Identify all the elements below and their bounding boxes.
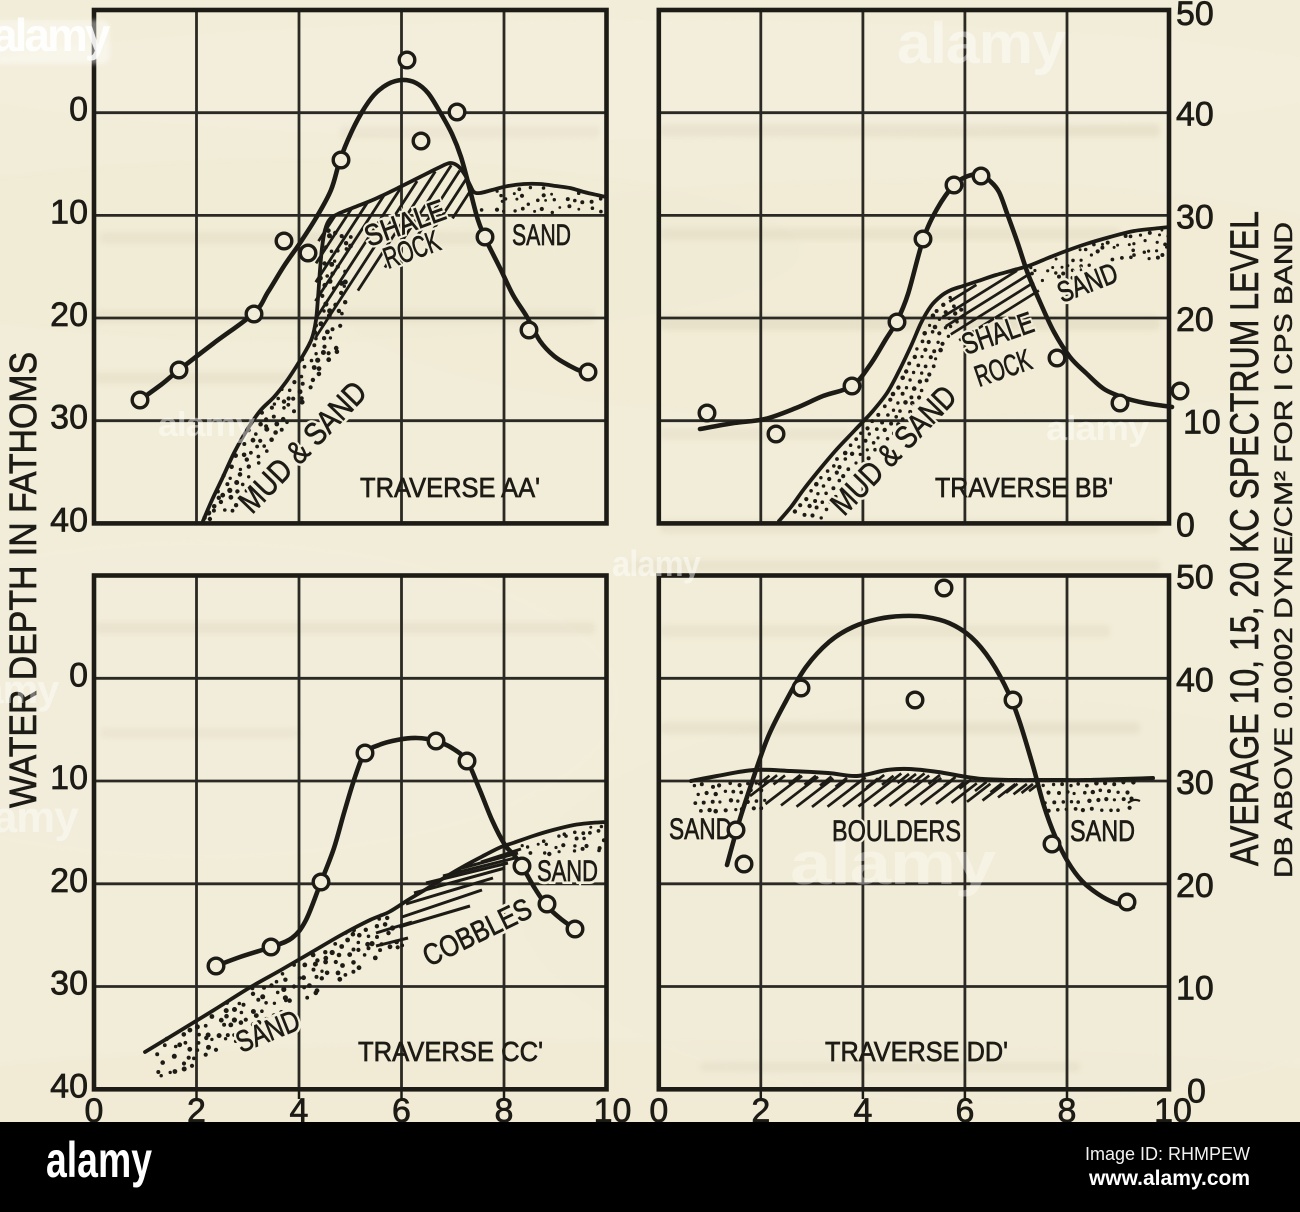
svg-text:SAND: SAND <box>512 219 571 252</box>
svg-text:8: 8 <box>495 1092 514 1130</box>
svg-text:0: 0 <box>85 1092 104 1130</box>
svg-text:20: 20 <box>1176 867 1214 905</box>
svg-text:Image ID: RHMPEW: Image ID: RHMPEW <box>1085 1144 1250 1164</box>
svg-text:TRAVERSE AA': TRAVERSE AA' <box>360 472 540 503</box>
svg-text:SAND: SAND <box>669 813 732 846</box>
svg-text:40: 40 <box>50 501 88 539</box>
svg-text:BOULDERS: BOULDERS <box>832 815 961 848</box>
svg-text:30: 30 <box>50 965 88 1003</box>
svg-text:10: 10 <box>50 193 88 231</box>
svg-text:30: 30 <box>1176 764 1214 802</box>
svg-text:SAND: SAND <box>1070 815 1135 848</box>
svg-text:alamy: alamy <box>0 9 111 61</box>
svg-text:0: 0 <box>69 656 88 694</box>
svg-text:20: 20 <box>1176 301 1214 339</box>
svg-text:alamy: alamy <box>612 543 701 584</box>
svg-text:6: 6 <box>955 1092 974 1130</box>
svg-text:alamy: alamy <box>790 830 997 897</box>
svg-text:alamy: alamy <box>0 668 60 712</box>
svg-text:40: 40 <box>1176 661 1214 699</box>
svg-text:0: 0 <box>1187 1072 1206 1110</box>
svg-text:4: 4 <box>853 1092 872 1130</box>
svg-text:4: 4 <box>290 1092 309 1130</box>
svg-text:alamy: alamy <box>158 406 255 444</box>
svg-text:TRAVERSE DD': TRAVERSE DD' <box>825 1036 1008 1067</box>
svg-text:10: 10 <box>1183 404 1221 442</box>
svg-text:40: 40 <box>1176 96 1214 134</box>
svg-text:2: 2 <box>187 1092 206 1130</box>
svg-text:SAND: SAND <box>537 855 598 888</box>
svg-text:30: 30 <box>50 399 88 437</box>
svg-text:SAND: SAND <box>1070 815 1135 848</box>
svg-text:50: 50 <box>1176 0 1214 33</box>
svg-text:10: 10 <box>50 759 88 797</box>
svg-text:20: 20 <box>50 862 88 900</box>
svg-text:20: 20 <box>50 296 88 334</box>
svg-text:30: 30 <box>1176 198 1214 236</box>
svg-text:2: 2 <box>751 1092 770 1130</box>
svg-text:TRAVERSE BB': TRAVERSE BB' <box>935 472 1113 503</box>
svg-text:alamy: alamy <box>46 1132 152 1188</box>
svg-text:DB ABOVE 0.0002 DYNE/CM² FOR I: DB ABOVE 0.0002 DYNE/CM² FOR I CPS BAND <box>1270 222 1298 878</box>
svg-text:10: 10 <box>1176 970 1214 1008</box>
svg-text:0: 0 <box>1176 506 1195 544</box>
svg-text:8: 8 <box>1058 1092 1077 1130</box>
svg-text:www.alamy.com: www.alamy.com <box>1088 1167 1250 1190</box>
svg-text:SAND: SAND <box>669 813 732 846</box>
svg-text:alamy: alamy <box>0 793 79 842</box>
svg-text:BOULDERS: BOULDERS <box>832 815 961 848</box>
svg-text:SAND: SAND <box>512 219 571 252</box>
svg-text:AVERAGE 10, 15, 20 KC SPECTRUM: AVERAGE 10, 15, 20 KC SPECTRUM LEVEL <box>1223 211 1267 866</box>
svg-text:0: 0 <box>69 91 88 129</box>
svg-text:0: 0 <box>649 1092 668 1130</box>
svg-text:50: 50 <box>1176 559 1214 597</box>
svg-text:alamy: alamy <box>897 11 1066 76</box>
svg-text:40: 40 <box>50 1067 88 1105</box>
svg-text:SAND: SAND <box>537 855 598 888</box>
svg-text:TRAVERSE CC': TRAVERSE CC' <box>358 1036 543 1067</box>
svg-text:alamy: alamy <box>1046 410 1149 448</box>
svg-text:6: 6 <box>392 1092 411 1130</box>
svg-text:WATER DEPTH IN FATHOMS: WATER DEPTH IN FATHOMS <box>3 352 45 808</box>
